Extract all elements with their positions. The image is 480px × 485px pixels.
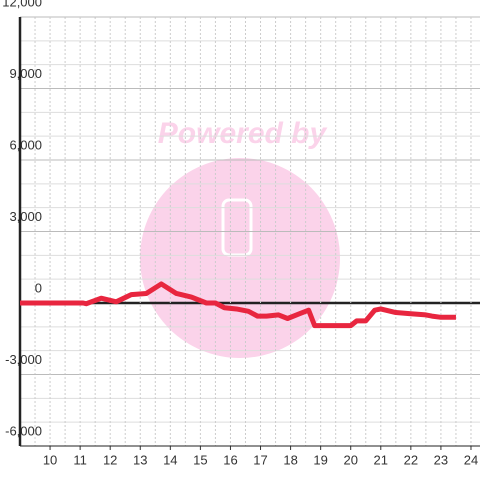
y-tick-label: 12,000 bbox=[2, 0, 42, 9]
y-tick-label: 3,000 bbox=[9, 209, 42, 224]
x-tick-label: 19 bbox=[313, 452, 327, 467]
x-tick-label: 24 bbox=[464, 452, 478, 467]
y-tick-label: -3,000 bbox=[5, 352, 42, 367]
x-tick-label: 14 bbox=[163, 452, 177, 467]
y-tick-label: 0 bbox=[35, 280, 42, 295]
data-line bbox=[20, 281, 456, 329]
x-tick-label: 22 bbox=[404, 452, 418, 467]
watermark-text: Powered by bbox=[158, 117, 328, 150]
x-tick-label: 15 bbox=[193, 452, 207, 467]
x-tick-label: 23 bbox=[434, 452, 448, 467]
y-tick-label: 9,000 bbox=[9, 66, 42, 81]
x-tick-label: 17 bbox=[253, 452, 267, 467]
x-tick-label: 13 bbox=[133, 452, 147, 467]
x-tick-label: 16 bbox=[223, 452, 237, 467]
y-tick-label: -6,000 bbox=[5, 423, 42, 438]
x-tick-label: 10 bbox=[43, 452, 57, 467]
x-tick-label: 11 bbox=[73, 452, 87, 467]
x-tick-label: 18 bbox=[283, 452, 297, 467]
x-tick-label: 21 bbox=[374, 452, 388, 467]
y-tick-label: 6,000 bbox=[9, 137, 42, 152]
x-tick-label: 20 bbox=[343, 452, 357, 467]
x-tick-label: 12 bbox=[103, 452, 117, 467]
